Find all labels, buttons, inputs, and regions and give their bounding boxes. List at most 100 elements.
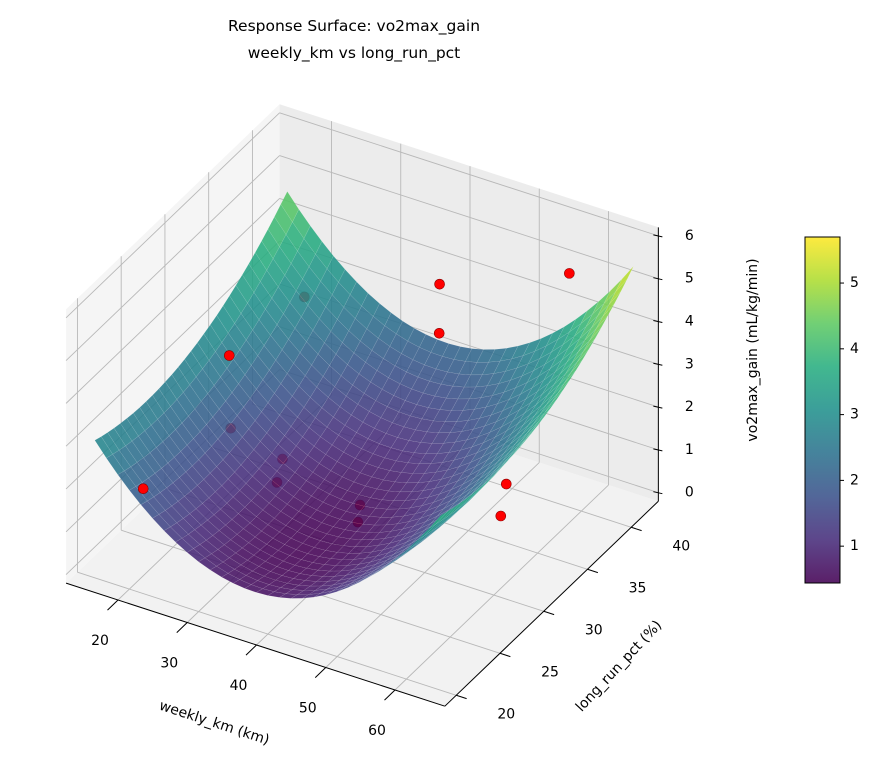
surface-patch xyxy=(133,407,152,432)
chart-title-line-2: weekly_km vs long_run_pct xyxy=(248,44,461,63)
surface-patch xyxy=(201,393,220,418)
y-tick-label: 20 xyxy=(497,706,515,722)
gridline-z-left xyxy=(65,112,280,319)
gridline-z-back xyxy=(279,155,659,280)
surface-patch xyxy=(229,285,248,314)
x-tick-mark xyxy=(107,599,119,611)
surface-patch xyxy=(171,366,190,393)
y-tick-mark xyxy=(499,652,511,658)
z-tick-mark xyxy=(653,491,663,495)
x-axis-line xyxy=(65,582,446,707)
surface-patch xyxy=(308,253,328,282)
data-point xyxy=(495,510,507,522)
z-tick-label: 2 xyxy=(685,399,694,415)
gridline-z-left xyxy=(65,155,280,361)
z-tick-mark xyxy=(653,319,663,323)
surface-patch xyxy=(248,252,267,282)
z-tick-label: 5 xyxy=(685,271,694,287)
surface-patch xyxy=(165,505,184,524)
surface-patch xyxy=(263,334,283,361)
surface-patch xyxy=(429,511,448,529)
surface-patch xyxy=(203,472,223,493)
y-tick-mark xyxy=(587,568,599,574)
surface-patch xyxy=(225,392,244,416)
data-point xyxy=(137,483,149,495)
surface-patch xyxy=(177,359,197,386)
x-tick-mark xyxy=(384,689,396,701)
z-axis-title: vo2max_gain (mL/kg/min) xyxy=(745,258,761,441)
surface-patch xyxy=(174,451,193,473)
surface-patch xyxy=(243,398,262,421)
z-tick-label: 4 xyxy=(685,313,694,329)
colorbar-tick-label: 2 xyxy=(850,472,859,488)
surface-patch xyxy=(94,436,113,459)
gridline-z-back xyxy=(279,240,659,365)
z-tick-mark xyxy=(653,405,663,409)
surface-patch xyxy=(216,305,235,334)
surface-patch xyxy=(279,234,298,264)
gridline-x-floor xyxy=(394,484,609,691)
surface-patch xyxy=(570,349,589,374)
surface-patch xyxy=(222,295,242,324)
gridline-z-back xyxy=(279,112,659,237)
colorbar-tick-label: 3 xyxy=(850,407,859,423)
tick-labels: 20 30 40 50 60 20 25 30 35 40 0 1 2 3 4 5 6 xyxy=(91,228,694,739)
surface-patch xyxy=(270,324,289,351)
data-point xyxy=(564,268,575,279)
surface-patch xyxy=(152,388,171,414)
data-point xyxy=(223,350,235,361)
scatter-points-front xyxy=(137,350,507,522)
z-tick-label: 6 xyxy=(685,228,694,244)
surface-patch xyxy=(245,329,265,356)
chart-title-line-1: Response Surface: vo2max_gain xyxy=(228,17,480,36)
surface-patch xyxy=(159,487,179,507)
x-tick-label: 40 xyxy=(230,678,248,694)
z-tick-mark xyxy=(653,234,663,238)
y-tick-mark xyxy=(631,526,642,532)
colorbar-gradient xyxy=(804,236,841,584)
gridline-z-back xyxy=(279,197,659,322)
surface-patch xyxy=(184,350,203,378)
surface-patch xyxy=(608,279,628,305)
x-tick-label: 30 xyxy=(160,656,178,672)
surface-patch xyxy=(180,444,199,467)
colorbar: 1 2 3 4 5 xyxy=(804,236,859,584)
x-tick-mark xyxy=(314,667,327,678)
data-point xyxy=(500,478,512,490)
x-tick-mark xyxy=(245,644,257,656)
surface-patch xyxy=(461,487,480,507)
x-tick-mark xyxy=(176,622,188,633)
surface-patch xyxy=(117,470,137,491)
x-tick-label: 50 xyxy=(299,701,317,717)
surface-patch xyxy=(235,436,255,458)
surface-patch xyxy=(148,473,167,493)
y-tick-mark xyxy=(456,694,467,700)
axes xyxy=(65,227,663,707)
data-point xyxy=(433,327,445,339)
surface-patch xyxy=(171,501,190,519)
colorbar-tick-label: 1 xyxy=(850,538,859,554)
x-tick-label: 60 xyxy=(368,723,386,739)
surface-patch xyxy=(190,342,210,370)
y-tick-label: 30 xyxy=(585,622,603,638)
y-tick-label: 25 xyxy=(541,664,559,680)
surface-patch xyxy=(130,462,149,483)
surface-patch xyxy=(153,492,172,511)
surface-patch xyxy=(195,368,215,394)
surface-patch xyxy=(139,401,158,426)
y-tick-mark xyxy=(543,610,555,616)
gridline-x-floor xyxy=(325,462,540,668)
surface-patch xyxy=(141,477,161,498)
y-tick-label: 40 xyxy=(672,538,690,554)
surface-patch xyxy=(251,355,270,381)
surface-patch xyxy=(198,452,217,474)
z-tick-label: 0 xyxy=(685,485,694,501)
response-surface xyxy=(94,191,634,599)
colorbar-tick-label: 5 xyxy=(850,275,859,291)
z-tick-mark xyxy=(653,277,663,281)
y-axis-line xyxy=(444,500,659,707)
surface-patch xyxy=(140,500,160,519)
z-tick-label: 1 xyxy=(685,442,694,458)
gridline-z-left xyxy=(65,198,280,404)
